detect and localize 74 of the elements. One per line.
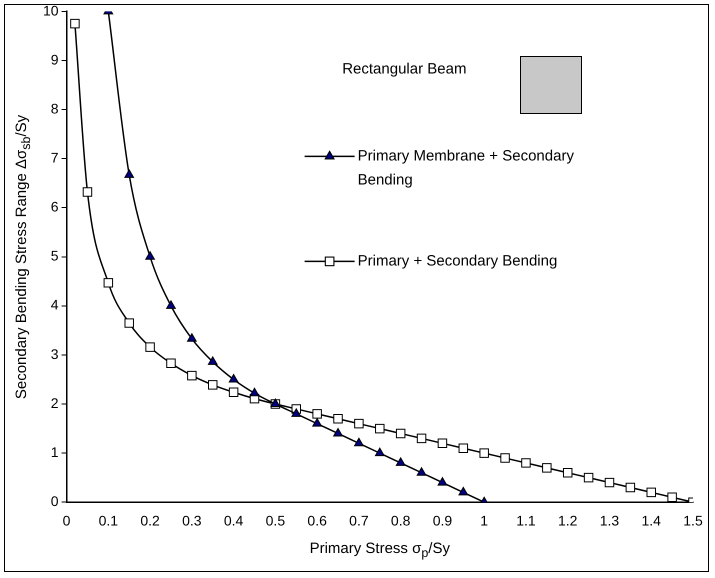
x-tick-label: 0.7	[349, 512, 369, 528]
y-tick-label: 0	[50, 493, 59, 510]
x-tick-label: 0.6	[307, 512, 328, 528]
point	[416, 434, 426, 444]
point	[354, 438, 364, 446]
point	[374, 448, 385, 456]
point	[208, 380, 218, 390]
point	[166, 358, 176, 368]
point	[124, 169, 134, 178]
annotation: Rectangular Beam	[342, 60, 466, 78]
point	[646, 488, 656, 498]
x-tick-label: 0.5	[266, 512, 286, 528]
point	[104, 278, 114, 288]
point	[82, 187, 92, 197]
x-tick-label: 1.5	[683, 512, 703, 528]
point	[228, 374, 238, 382]
x-axis-title: Primary Stress σ$_{p}$/Sy	[310, 540, 450, 560]
point	[291, 408, 302, 417]
y-tick-label: 8	[50, 100, 59, 116]
point	[124, 318, 134, 328]
x-tick-label: 0.3	[182, 512, 202, 528]
point	[521, 458, 531, 468]
y-tick-label: 10	[42, 2, 59, 18]
x-tick-label: 1.2	[558, 512, 578, 528]
x-tick-label: 1.1	[516, 512, 536, 528]
point	[354, 418, 364, 428]
point	[438, 477, 448, 486]
point	[479, 448, 489, 458]
legend-label: Primary + Secondary Bending	[358, 252, 558, 270]
point	[500, 453, 510, 463]
point	[333, 428, 343, 436]
y-tick-label: 5	[50, 248, 59, 264]
point	[187, 333, 197, 342]
point	[626, 482, 636, 492]
x-tick-label: 0.1	[98, 512, 118, 528]
y-tick-label: 2	[50, 394, 59, 411]
point	[208, 356, 218, 365]
point	[562, 468, 572, 478]
point	[458, 443, 468, 453]
x-tick-label: 0	[62, 512, 71, 528]
point	[416, 467, 426, 476]
point	[396, 457, 406, 466]
x-tick-label: 1	[480, 512, 488, 528]
point	[166, 300, 176, 309]
point	[145, 342, 155, 352]
point	[667, 492, 677, 502]
point	[70, 18, 80, 28]
x-tick-label: 1.3	[600, 512, 620, 528]
y-tick-label: 9	[50, 51, 59, 68]
point	[375, 424, 385, 434]
point	[312, 409, 322, 419]
point	[228, 388, 238, 398]
point	[312, 418, 322, 427]
x-tick-label: 0.9	[432, 512, 452, 528]
point	[145, 251, 155, 260]
point	[604, 478, 614, 488]
y-tick-label: 7	[50, 150, 59, 166]
x-tick-label: 1.4	[642, 512, 662, 528]
point	[187, 370, 197, 380]
y-tick-label: 1	[50, 444, 59, 460]
point	[584, 472, 594, 482]
legend-label: Primary Membrane + Secondary Bending	[358, 148, 574, 189]
y-tick-label: 3	[50, 346, 59, 362]
point	[542, 463, 552, 473]
point	[396, 428, 406, 438]
x-tick-label: 0.8	[390, 512, 411, 528]
point	[250, 388, 260, 396]
x-tick-label: 0.4	[224, 512, 244, 528]
x-tick-label: 0.2	[140, 512, 160, 528]
point	[458, 486, 468, 496]
y-tick-label: 6	[50, 198, 59, 215]
y-tick-label: 4	[50, 296, 59, 313]
point	[333, 414, 343, 424]
point	[438, 438, 448, 448]
